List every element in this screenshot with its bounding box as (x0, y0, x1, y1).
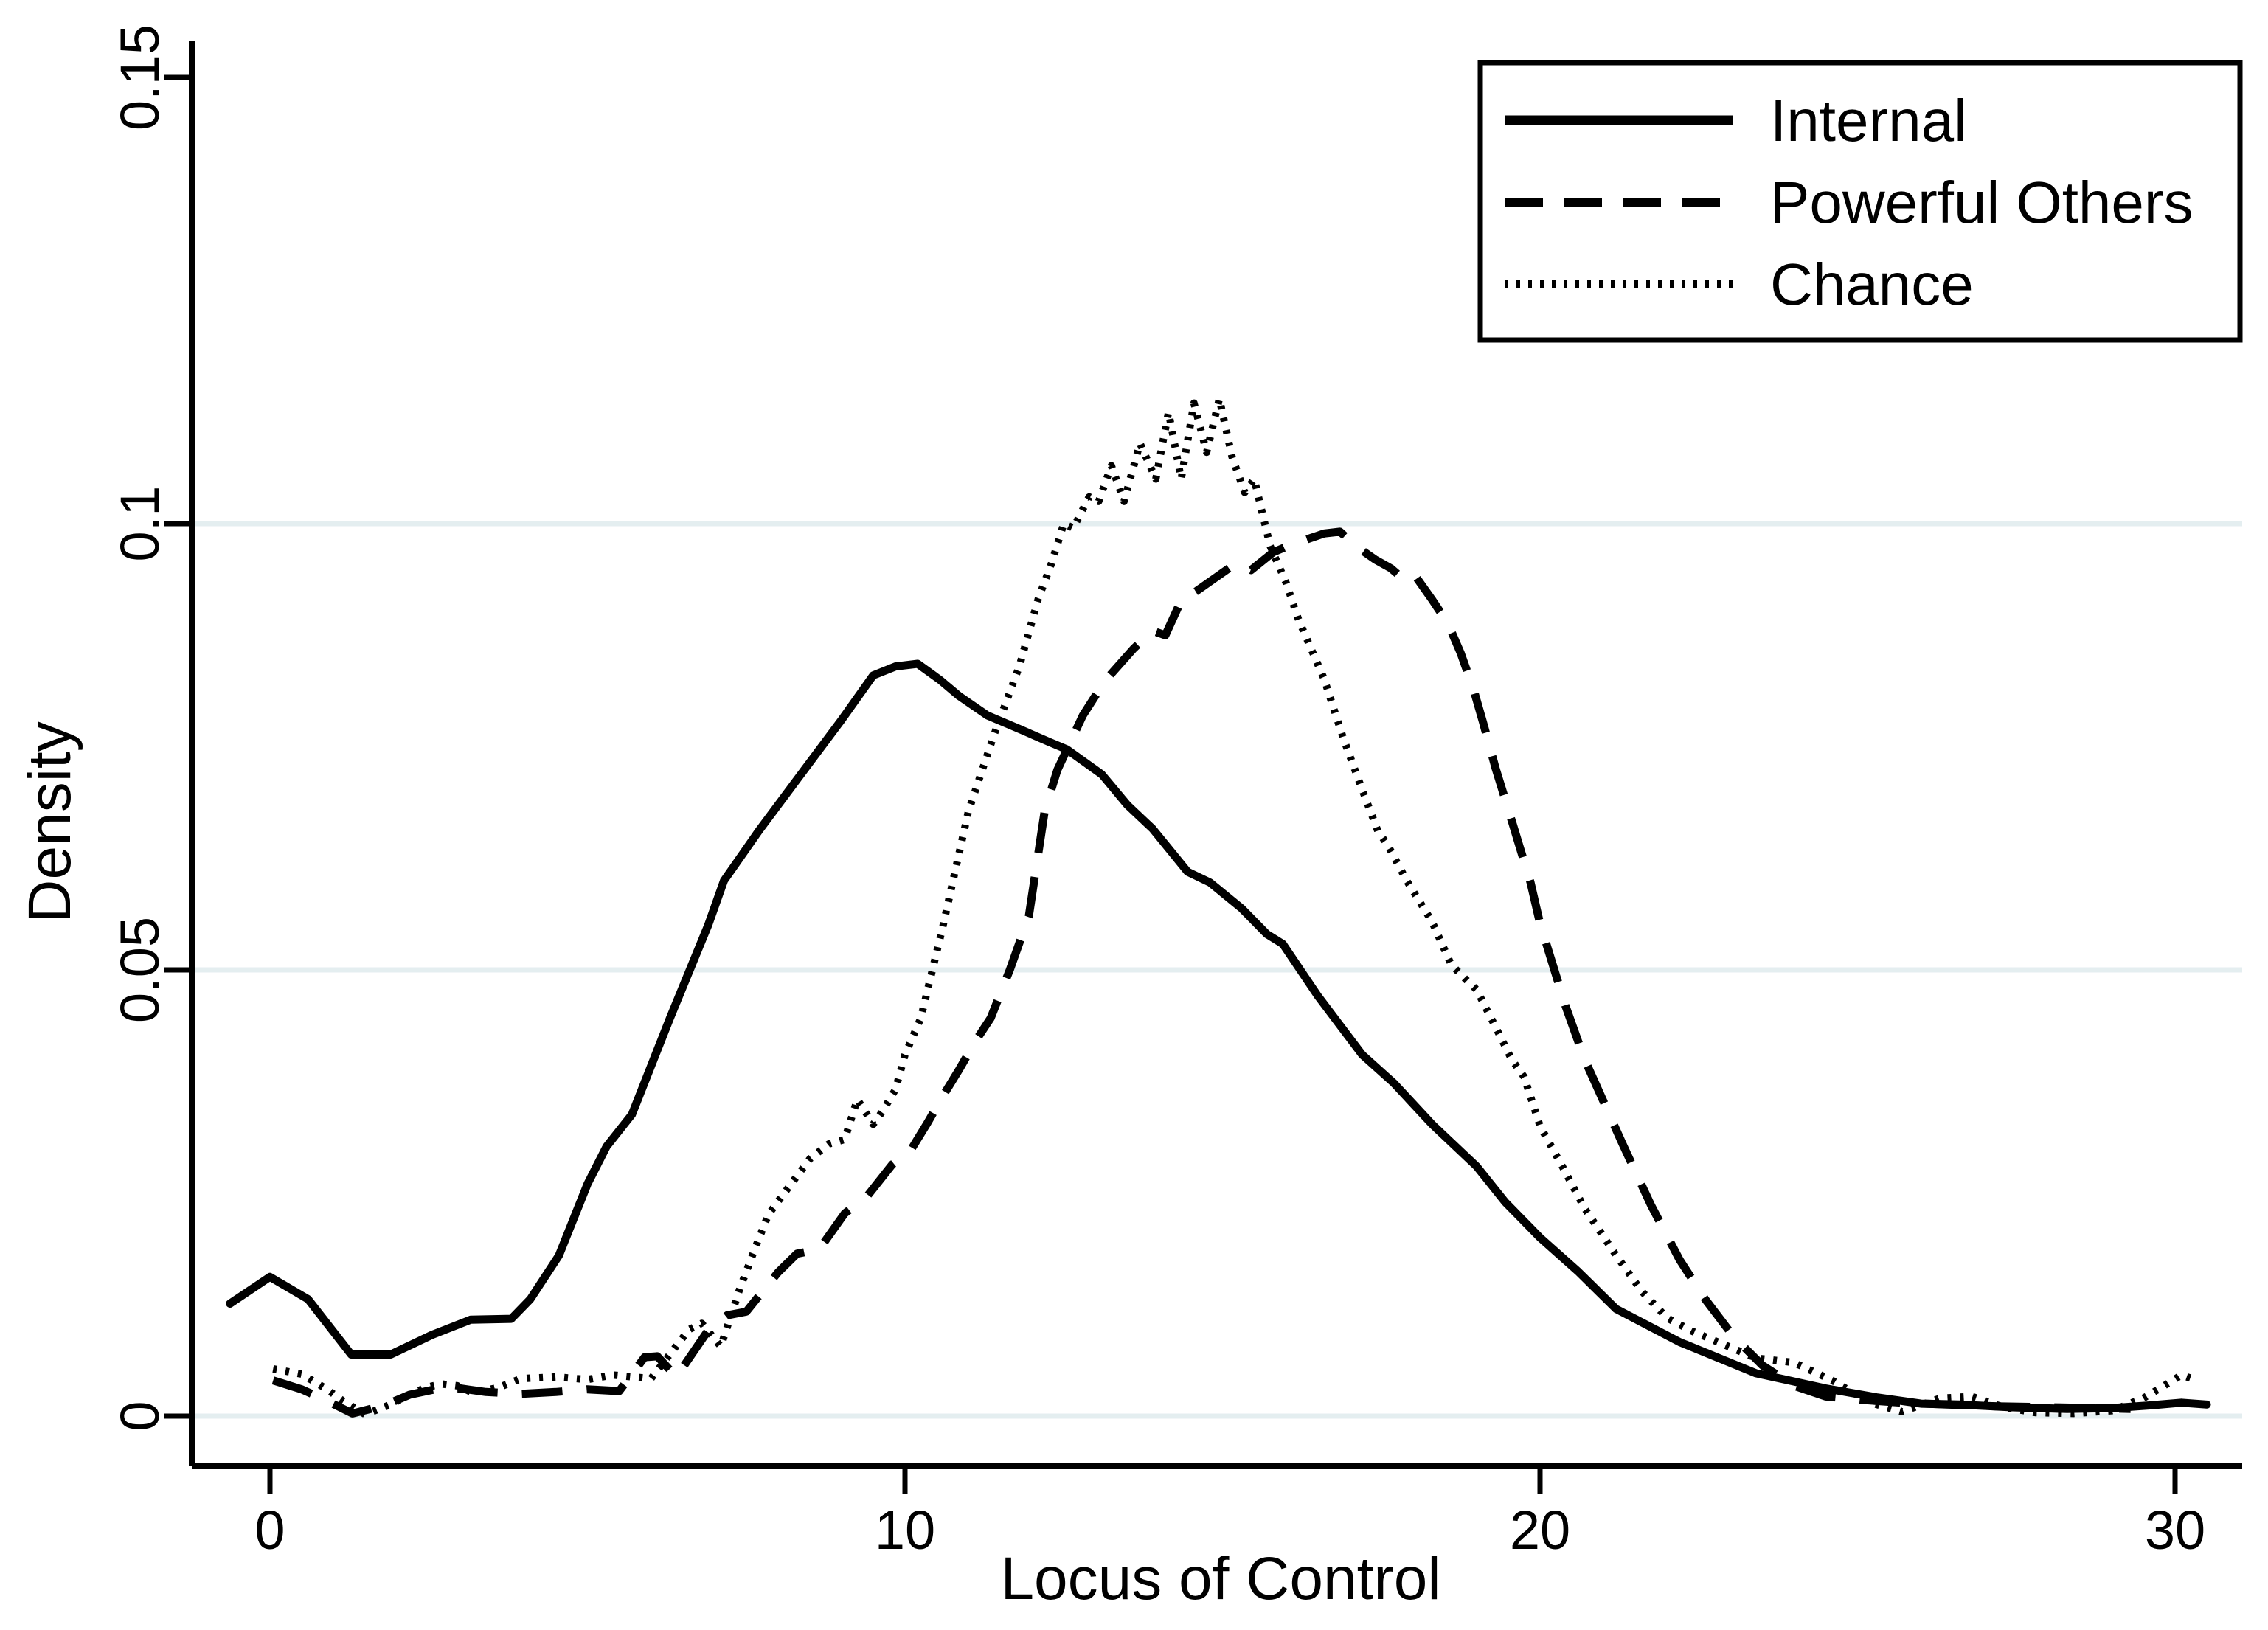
curve-internal (226, 659, 2211, 1413)
curve-powerful-others (271, 527, 2131, 1418)
legend-label-chance: Chance (1770, 252, 1974, 317)
y-axis-title: Density (16, 721, 83, 923)
axes: 0 10 20 30 0 0.05 0.1 0.15 (109, 24, 2242, 1561)
x-tick-label: 10 (875, 1499, 935, 1561)
x-tick-label: 0 (254, 1499, 285, 1561)
legend: Internal Powerful Others Chance (1477, 60, 2243, 343)
y-tick-label: 0.15 (109, 24, 170, 131)
legend-label-internal: Internal (1770, 88, 1967, 153)
gridlines (192, 521, 2242, 1419)
y-tick-label: 0 (109, 1401, 170, 1431)
x-tick-label: 30 (2145, 1499, 2205, 1561)
x-axis-title: Locus of Control (1000, 1545, 1440, 1612)
curve-chance (272, 395, 2199, 1418)
legend-box (1477, 60, 2243, 343)
x-tick-label: 20 (1510, 1499, 1570, 1561)
legend-label-powerful-others: Powerful Others (1770, 170, 2194, 235)
y-tick-label: 0.05 (109, 917, 170, 1023)
y-tick-label: 0.1 (109, 486, 170, 562)
curves (226, 395, 2211, 1418)
